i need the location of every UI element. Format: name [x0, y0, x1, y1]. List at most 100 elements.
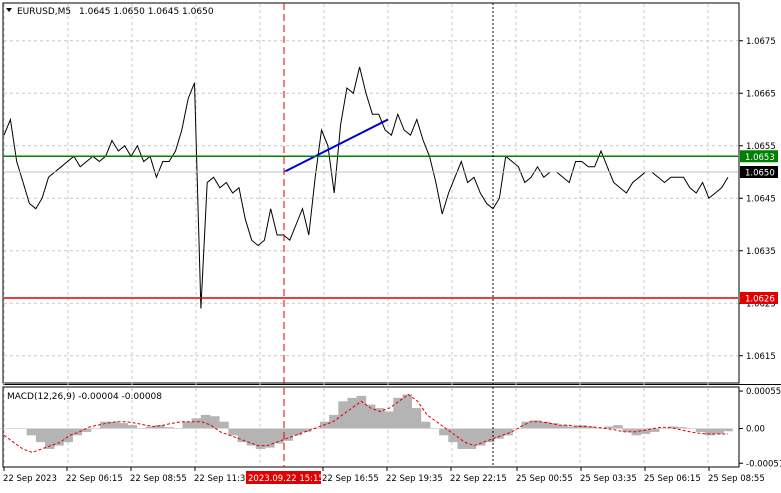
macd-histogram-bar [668, 426, 678, 429]
ohlc-values: 1.0645 1.0650 1.0645 1.0650 [79, 7, 214, 17]
price-tick-label: 1.0675 [746, 37, 776, 47]
macd-histogram-bar [475, 428, 486, 446]
macd-histogram-bar [35, 428, 46, 443]
price-axis: 1.06751.06651.06551.06451.06351.06251.06… [739, 37, 778, 362]
macd-histogram-bar [677, 427, 687, 429]
macd-histogram-bar [613, 425, 623, 429]
macd-histogram-bar [228, 428, 238, 436]
time-tick-label: 25 Sep 03:35 [580, 474, 637, 484]
macd-histogram-bar [118, 423, 128, 429]
macd-histogram-bar [72, 428, 83, 436]
macd-histogram-bar [347, 397, 358, 429]
collapse-triangle-icon[interactable] [6, 8, 12, 12]
macd-histogram-bar [429, 428, 440, 430]
macd-histogram-bar [182, 421, 193, 429]
macd-histogram-bar [210, 416, 220, 429]
time-tick-label: 22 Sep 06:15 [66, 474, 123, 484]
macd-signal-line [3, 393, 728, 453]
macd-histogram-bar [0, 428, 9, 430]
macd-histogram-bar [649, 428, 660, 432]
macd-histogram-bar [695, 428, 706, 432]
macd-tick-label: -0.00051 [746, 459, 781, 469]
current-price-badge-label: 1.0650 [745, 169, 775, 179]
macd-histogram-bar [530, 420, 541, 429]
time-tick-label: 25 Sep 00:55 [516, 474, 573, 484]
macd-histogram-bar [549, 423, 559, 429]
macd-histogram-bar [585, 426, 596, 429]
macd-histogram-bar [723, 428, 733, 432]
macd-histogram-bar [310, 428, 321, 430]
red-level-badge-label: 1.0626 [745, 295, 775, 305]
macd-histogram-bar [503, 428, 513, 436]
price-tick-label: 1.0645 [746, 194, 776, 204]
macd-histogram-bar [246, 428, 257, 446]
macd-histogram-bar [100, 421, 110, 429]
time-highlight-badge [246, 471, 321, 484]
time-tick-label: 22 Sep 08:55 [130, 474, 187, 484]
macd-histogram-bar [558, 425, 568, 429]
macd-histogram-bar [539, 421, 550, 429]
macd-indicator [0, 393, 733, 453]
macd-histogram-bar [54, 428, 64, 446]
time-tick-label: 25 Sep 08:55 [708, 474, 765, 484]
time-highlight-label: 2023.09.22 15:15 [248, 474, 324, 484]
macd-histogram-bar [155, 425, 165, 429]
price-tick-label: 1.0635 [746, 247, 776, 257]
macd-histogram-bar [604, 426, 614, 429]
macd-histogram-bar [622, 428, 632, 432]
macd-histogram-bar [8, 428, 18, 430]
time-tick-label: 22 Sep 16:55 [322, 474, 379, 484]
macd-histogram-bar [457, 428, 468, 449]
macd-histogram-bar [136, 428, 147, 430]
macd-histogram-bar [420, 421, 431, 429]
time-tick-label: 22 Sep 2023 [3, 474, 57, 484]
time-tick-label: 25 Sep 06:15 [644, 474, 701, 484]
macd-histogram-bar [63, 428, 73, 443]
main-plot-frame [2, 2, 740, 384]
current-price-badge [740, 166, 778, 178]
macd-histogram-bar [704, 428, 715, 436]
price-series [3, 66, 729, 309]
grid [3, 4, 738, 466]
macd-histogram-bar [90, 428, 101, 430]
macd-histogram-bar [45, 428, 55, 449]
macd-histogram-bar [567, 426, 577, 429]
macd-tick-label: 0.00055 [746, 387, 781, 397]
macd-histogram-bar [686, 428, 697, 430]
macd-histogram-bar [283, 428, 293, 441]
macd-histogram-bar [109, 421, 119, 429]
macd-histogram-bar [301, 428, 312, 432]
green-level-badge-label: 1.0653 [745, 153, 775, 163]
time-tick-label: 22 Sep 19:35 [386, 474, 443, 484]
macd-histogram-bar [81, 428, 92, 432]
macd-histogram-bar [145, 426, 156, 429]
macd-histogram-bar [164, 427, 174, 429]
price-tick-label: 1.0625 [746, 299, 776, 309]
price-tick-label: 1.0615 [746, 352, 776, 362]
price-tick-label: 1.0655 [746, 142, 776, 152]
macd-histogram-bar [173, 428, 183, 430]
macd-histogram-bar [439, 428, 449, 436]
macd-histogram-bar [521, 421, 532, 429]
macd-tick-label: 0.00 [746, 425, 765, 435]
macd-histogram-bar [255, 428, 266, 449]
horizontal-levels[interactable] [4, 155, 738, 299]
macd-histogram-bar [264, 428, 275, 448]
macd-histogram-bar [26, 428, 37, 436]
macd-histogram-bar [219, 421, 229, 429]
macd-axis: 0.00055 0.00 -0.00051 [739, 387, 781, 469]
macd-histogram-bar [466, 428, 477, 449]
red-level-badge [740, 292, 778, 304]
macd-histogram-bar [127, 425, 138, 429]
macd-histogram-bar [594, 428, 605, 430]
macd-histogram-bar [484, 428, 495, 443]
macd-histogram-bar [402, 394, 413, 429]
macd-histogram-bar [714, 428, 724, 434]
macd-histogram-bar [374, 408, 385, 429]
macd-histogram-bar [274, 428, 284, 444]
macd-histogram-bar [659, 428, 669, 430]
macd-histogram-bar [411, 408, 422, 429]
macd-histogram-bar [448, 428, 458, 443]
